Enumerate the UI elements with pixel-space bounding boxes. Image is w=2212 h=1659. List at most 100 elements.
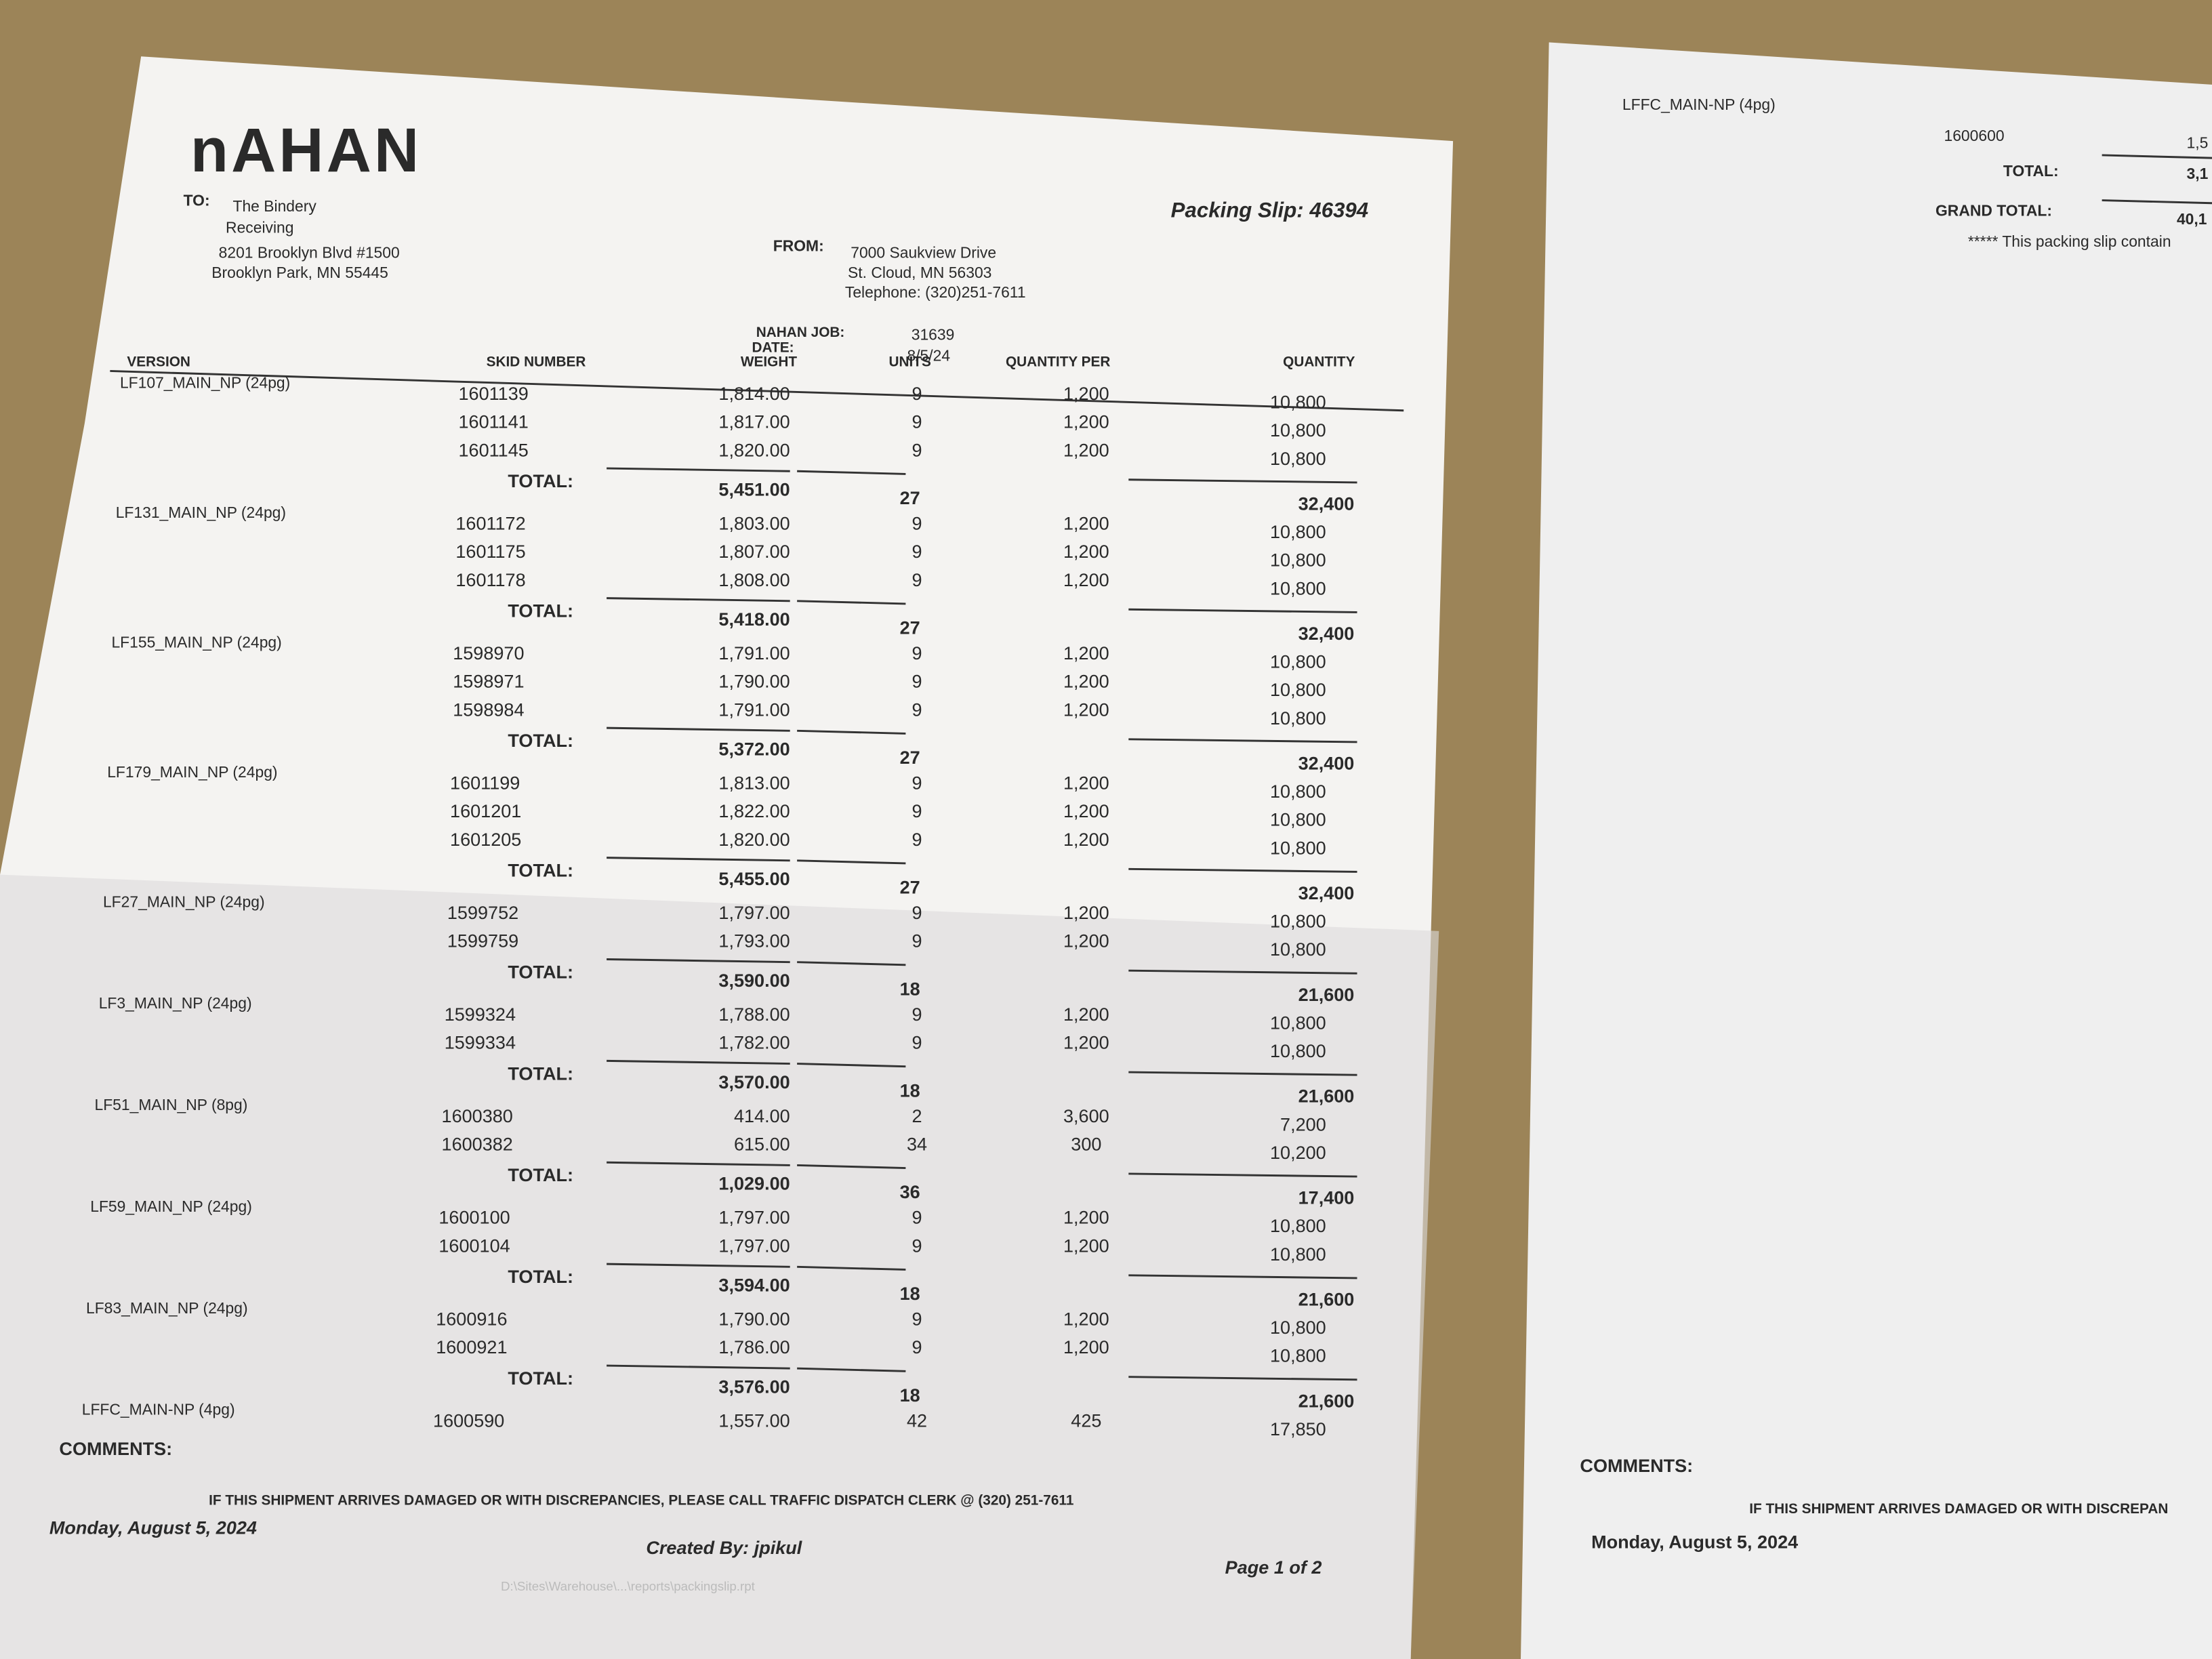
column-header: WEIGHT xyxy=(741,354,797,369)
quantity: 10,800 xyxy=(1270,939,1326,960)
units: 9 xyxy=(912,440,922,460)
total-units: 27 xyxy=(900,878,920,898)
rule xyxy=(797,1164,906,1170)
quantity: 17,850 xyxy=(1270,1419,1326,1439)
qty-per: 1,200 xyxy=(1063,643,1109,663)
rule xyxy=(1128,1172,1357,1178)
units: 9 xyxy=(912,830,922,850)
total-quantity: 32,400 xyxy=(1298,493,1355,514)
qty-per: 1,200 xyxy=(1063,514,1109,534)
units: 9 xyxy=(912,1208,922,1228)
quantity: 10,800 xyxy=(1270,810,1326,830)
weight: 1,807.00 xyxy=(718,541,790,562)
quantity: 10,800 xyxy=(1270,1244,1326,1265)
units: 9 xyxy=(912,801,922,821)
rule xyxy=(607,857,790,862)
total-weight: 1,029.00 xyxy=(718,1174,790,1194)
version: LFFC_MAIN-NP (4pg) xyxy=(1622,96,1776,113)
units: 9 xyxy=(912,1337,922,1357)
quantity: 7,200 xyxy=(1280,1114,1326,1134)
rule xyxy=(607,1263,790,1268)
column-header: QUANTITY xyxy=(1283,354,1355,369)
weight: 1,814.00 xyxy=(718,384,790,404)
qty-per: 1,200 xyxy=(1063,440,1109,460)
qty-per: 1,200 xyxy=(1063,1309,1109,1330)
total-weight: 3,576.00 xyxy=(718,1376,790,1397)
comments-label: COMMENTS: xyxy=(59,1439,172,1459)
skid: 1599324 xyxy=(445,1004,516,1025)
skid: 1600590 xyxy=(433,1410,504,1431)
weight: 1,817.00 xyxy=(718,412,790,432)
qty-per: 425 xyxy=(1071,1410,1101,1431)
units: 9 xyxy=(912,570,922,590)
total-quantity: 32,400 xyxy=(1298,623,1355,644)
qty-per: 1,200 xyxy=(1063,541,1109,562)
rule xyxy=(797,470,906,475)
weight: 1,791.00 xyxy=(718,643,790,663)
units: 9 xyxy=(912,1033,922,1053)
skid: 1600916 xyxy=(436,1309,507,1330)
paper-shadow xyxy=(0,874,1439,1659)
qty-per: 1,200 xyxy=(1063,1235,1109,1256)
grand-total-label: GRAND TOTAL: xyxy=(1936,201,2052,219)
created-by: Created By: jpikul xyxy=(646,1538,802,1558)
quantity: 10,800 xyxy=(1270,1012,1326,1033)
weight: 1,5 xyxy=(2187,134,2209,151)
total-quantity: 17,400 xyxy=(1298,1188,1355,1208)
rule xyxy=(1128,969,1357,975)
total-quantity: 21,600 xyxy=(1298,1391,1355,1411)
weight: 1,793.00 xyxy=(718,931,790,951)
slip-title: Packing Slip: 46394 xyxy=(1171,198,1369,222)
to-label: TO: xyxy=(184,192,210,209)
qty-per: 1,200 xyxy=(1063,699,1109,720)
notice: IF THIS SHIPMENT ARRIVES DAMAGED OR WITH… xyxy=(1749,1501,2168,1517)
from-line: St. Cloud, MN 56303 xyxy=(848,264,991,281)
units: 2 xyxy=(912,1106,922,1126)
quantity: 10,800 xyxy=(1270,1317,1326,1338)
qty-per: 1,200 xyxy=(1063,1004,1109,1025)
weight: 1,782.00 xyxy=(718,1033,790,1053)
total-weight: 3,570.00 xyxy=(718,1072,790,1092)
version: LF83_MAIN_NP (24pg) xyxy=(86,1299,248,1317)
weight: 1,813.00 xyxy=(718,773,790,794)
skid: 1600380 xyxy=(442,1106,513,1126)
rule xyxy=(797,1063,906,1068)
weight: 1,791.00 xyxy=(718,699,790,720)
total-units: 36 xyxy=(900,1182,920,1202)
qty-per: 1,200 xyxy=(1063,672,1109,692)
rule xyxy=(1128,867,1357,873)
quantity: 10,800 xyxy=(1270,708,1326,729)
skid: 1599334 xyxy=(445,1033,516,1053)
total-units: 27 xyxy=(900,488,920,508)
total-weight: 3,590.00 xyxy=(718,970,790,991)
skid: 1601205 xyxy=(450,830,521,850)
skid: 1601145 xyxy=(459,440,529,460)
skid: 1601139 xyxy=(459,384,529,404)
total-label: TOTAL: xyxy=(508,601,573,621)
job-value: 31639 xyxy=(912,325,955,343)
column-header: VERSION xyxy=(127,354,190,369)
skid: 1598984 xyxy=(453,699,524,720)
total-quantity: 32,400 xyxy=(1298,883,1355,903)
to-line: The Bindery xyxy=(232,197,316,215)
qty-per: 300 xyxy=(1071,1134,1101,1154)
units: 9 xyxy=(912,1309,922,1330)
rule xyxy=(1128,1071,1357,1076)
rule xyxy=(607,467,790,472)
weight: 1,797.00 xyxy=(718,1235,790,1256)
rule xyxy=(797,729,906,735)
rule xyxy=(1128,1274,1357,1279)
total-units: 18 xyxy=(900,1284,920,1304)
page-number: Page 1 of 2 xyxy=(1225,1557,1322,1578)
version: LF131_MAIN_NP (24pg) xyxy=(116,504,286,521)
total-weight: 3,594.00 xyxy=(718,1275,790,1296)
total-units: 27 xyxy=(900,747,920,768)
weight: 615.00 xyxy=(734,1134,790,1154)
column-header: UNITS xyxy=(888,354,931,369)
skid: 1600921 xyxy=(436,1337,507,1357)
skid: 1601175 xyxy=(455,541,525,562)
units: 9 xyxy=(912,1235,922,1256)
version: LF107_MAIN_NP (24pg) xyxy=(120,373,290,391)
